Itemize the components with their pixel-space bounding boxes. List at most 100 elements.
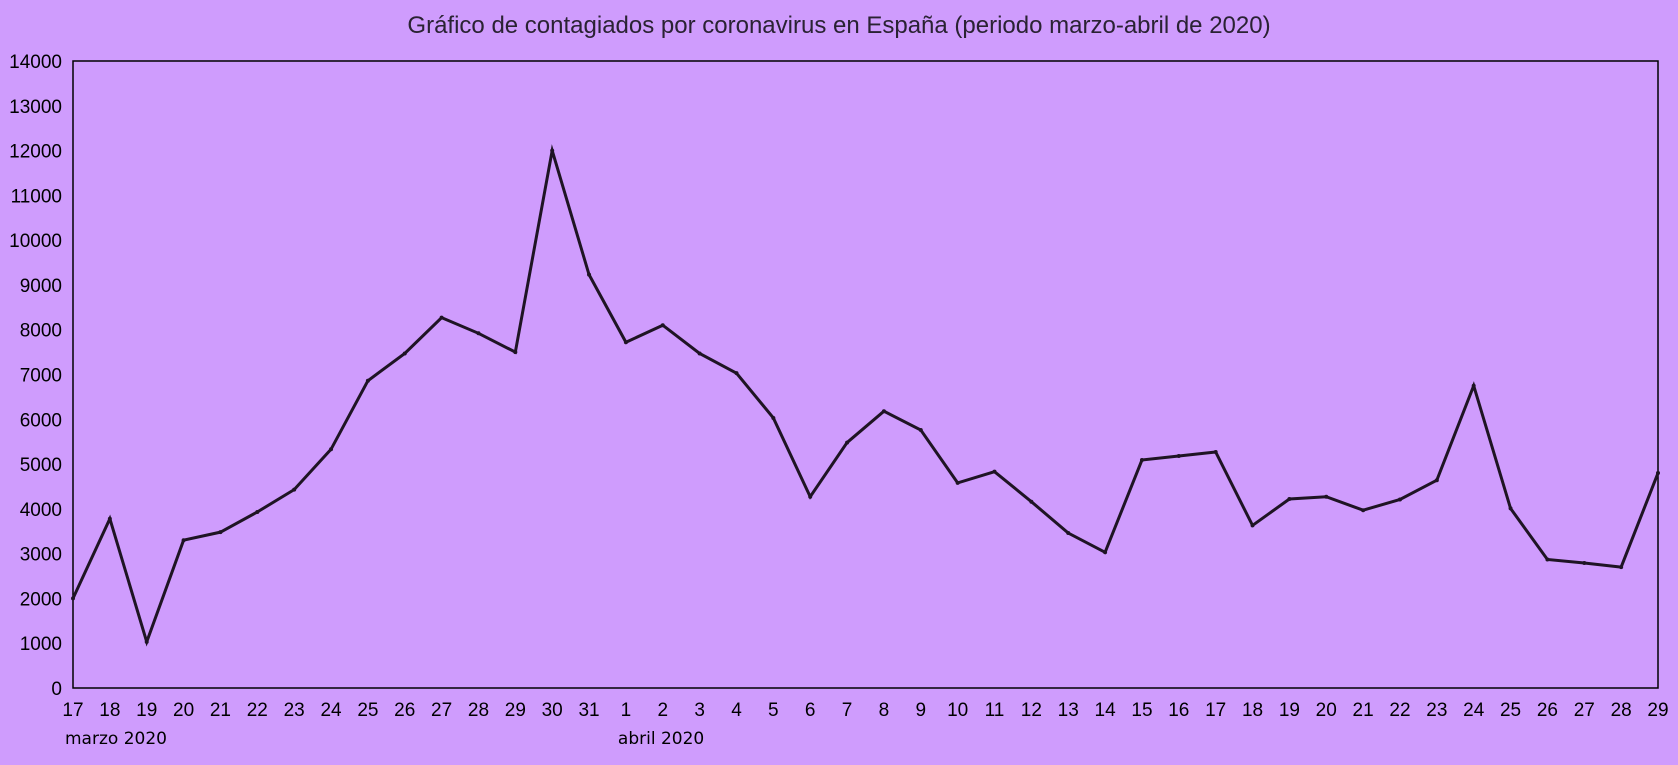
chart-title: Gráfico de contagiados por coronavirus e…: [407, 12, 1270, 39]
x-tick-label: 31: [578, 700, 599, 721]
y-tick-label: 11000: [11, 186, 62, 207]
x-tick-label: 26: [1537, 700, 1558, 721]
x-tick-label: 9: [916, 700, 927, 721]
data-point: [402, 351, 407, 356]
x-tick-label: 6: [805, 700, 816, 721]
x-tick-label: 27: [431, 700, 452, 721]
x-tick-label: 23: [1426, 700, 1447, 721]
data-point: [144, 639, 149, 644]
x-tick-label: 18: [99, 700, 120, 721]
x-tick-label: 10: [947, 700, 968, 721]
data-point: [1508, 506, 1513, 511]
y-tick-label: 9000: [20, 276, 62, 297]
data-point: [365, 378, 370, 383]
x-tick-label: 24: [320, 700, 342, 721]
x-tick-label: 23: [284, 700, 305, 721]
data-point: [71, 596, 75, 601]
data-point: [550, 148, 555, 153]
y-tick-label: 12000: [9, 142, 62, 163]
x-tick-label: 19: [1279, 700, 1300, 721]
x-tick-label: 17: [1205, 700, 1226, 721]
x-tick-label: 19: [136, 700, 157, 721]
month-labels: marzo 2020 abril 2020: [65, 729, 704, 749]
data-point: [660, 323, 665, 328]
data-point: [697, 351, 702, 356]
data-point: [881, 409, 886, 414]
x-tick-label: 30: [542, 700, 563, 721]
x-tick-label: 18: [1242, 700, 1263, 721]
data-point: [476, 331, 481, 336]
data-point: [623, 340, 628, 345]
x-tick-label: 28: [1611, 700, 1632, 721]
data-point: [1471, 383, 1476, 388]
data-point: [1397, 497, 1402, 502]
data-point: [587, 272, 592, 277]
x-tick-label: 4: [731, 700, 742, 721]
x-tick-label: 21: [210, 700, 231, 721]
x-tick-label: 29: [505, 700, 526, 721]
data-point: [992, 469, 997, 474]
y-tick-label: 2000: [20, 589, 62, 610]
y-tick-label: 3000: [20, 545, 62, 566]
series-group: [71, 144, 1660, 647]
data-point: [1250, 523, 1255, 528]
x-tick-label: 20: [173, 700, 194, 721]
month-label: abril 2020: [618, 729, 704, 749]
data-point: [734, 371, 739, 376]
data-point: [1103, 550, 1108, 555]
x-tick-label: 27: [1574, 700, 1595, 721]
x-tick-label: 13: [1058, 700, 1079, 721]
data-point: [329, 447, 334, 452]
x-tick-label: 1: [621, 700, 632, 721]
month-label: marzo 2020: [65, 729, 167, 749]
data-point: [1213, 449, 1218, 454]
x-tick-label: 22: [247, 700, 268, 721]
plot-area-frame: [72, 60, 1659, 689]
y-tick-label: 14000: [9, 52, 62, 73]
x-tick-label: 11: [985, 700, 1005, 721]
x-tick-label: 17: [62, 700, 83, 721]
y-tick-label: 10000: [9, 231, 62, 252]
data-point: [1066, 531, 1071, 536]
x-tick-label: 25: [1500, 700, 1521, 721]
x-tick-label: 22: [1389, 700, 1410, 721]
data-point: [1176, 454, 1181, 459]
data-point: [439, 315, 444, 320]
data-point: [1619, 565, 1624, 570]
y-tick-label: 0: [51, 679, 62, 700]
x-tick-label: 3: [694, 700, 705, 721]
y-tick-label: 6000: [20, 410, 62, 431]
data-point: [1656, 471, 1660, 476]
data-point: [292, 487, 297, 492]
x-tick-label: 16: [1168, 700, 1189, 721]
data-point: [1582, 561, 1587, 566]
y-tick-label: 5000: [20, 455, 62, 476]
x-tick-label: 25: [357, 700, 378, 721]
data-point: [255, 509, 260, 514]
x-tick-label: 28: [468, 700, 489, 721]
data-point: [771, 415, 776, 420]
data-point: [1434, 478, 1439, 483]
data-point: [1139, 458, 1144, 463]
x-tick-label: 14: [1095, 700, 1117, 721]
x-tick-label: 2: [657, 700, 668, 721]
series-line: [71, 144, 1660, 647]
x-tick-label: 12: [1021, 700, 1042, 721]
data-point: [181, 538, 186, 543]
x-tick-label: 20: [1316, 700, 1337, 721]
x-axis: 17 18 19 20 21 22 23 24 25 26 27 28 29 30 31 1 2 3 4 5 6 7 8 9 1…: [62, 700, 1668, 721]
data-point: [107, 516, 112, 521]
data-point: [513, 350, 518, 355]
x-tick-label: 15: [1131, 700, 1152, 721]
data-point: [918, 428, 923, 433]
x-tick-label: 21: [1353, 700, 1374, 721]
x-tick-label: 29: [1647, 700, 1668, 721]
data-point: [1545, 557, 1550, 562]
data-point: [845, 440, 850, 445]
x-tick-label: 26: [394, 700, 415, 721]
data-point: [1361, 508, 1366, 513]
data-point: [955, 480, 960, 485]
y-tick-label: 13000: [9, 97, 62, 118]
